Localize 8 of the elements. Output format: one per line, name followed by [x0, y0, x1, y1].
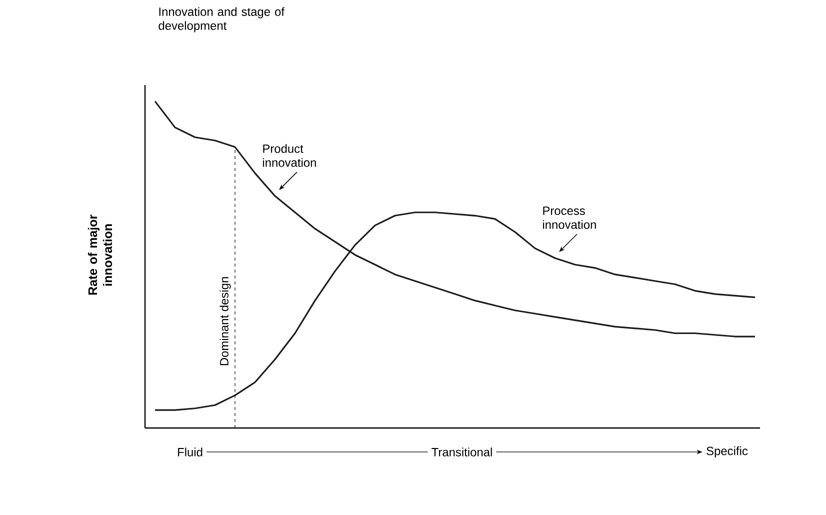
annotation: Dominant design — [220, 277, 231, 366]
series-label: Product innovation — [263, 144, 316, 167]
text: Fluid — [178, 448, 202, 456]
x-axis-title: Transitional — [432, 448, 492, 456]
chart-title: Innovation and stage of development — [158, 7, 284, 32]
text: Specific — [706, 446, 748, 458]
y-axis-title: Rate of major innovation — [88, 214, 112, 295]
series-label: Process innovation — [543, 206, 596, 229]
